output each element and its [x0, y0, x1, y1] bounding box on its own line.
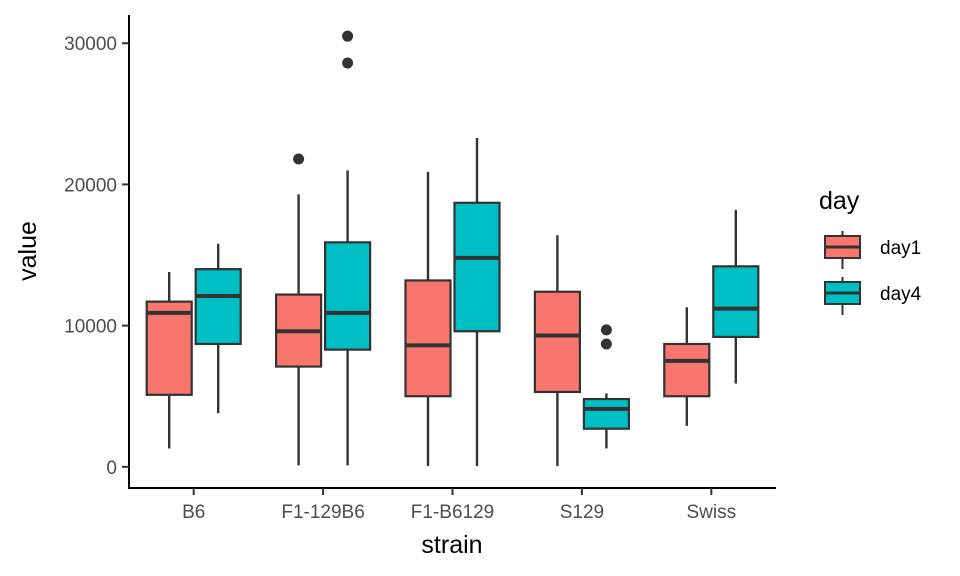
box-body: [145, 300, 193, 396]
x-tick-label: S129: [560, 502, 604, 523]
y-tick-label: 0: [106, 458, 117, 479]
legend: day day1 day4: [819, 187, 922, 315]
y-tick-label: 20000: [64, 175, 117, 196]
outlier-point: [600, 338, 612, 350]
x-tick-label: B6: [182, 502, 205, 523]
x-tick-label: F1-B6129: [411, 502, 494, 523]
x-tick-label: Swiss: [686, 502, 736, 523]
box-body: [712, 265, 760, 339]
y-tick-label: 30000: [64, 34, 117, 55]
box-body: [194, 268, 242, 346]
y-tick-label: 10000: [64, 317, 117, 338]
outlier-point: [600, 324, 612, 336]
plot-area: [145, 30, 760, 467]
axis-ticks: 0 10000 20000 30000 B6 F1-129B6 F1-B6129 S129 Sw…: [64, 34, 736, 523]
legend-key-day1: [824, 231, 861, 269]
x-axis-title: strain: [421, 531, 482, 559]
box-day1-F1-129B6: [275, 153, 323, 466]
legend-key-day4: [824, 277, 861, 315]
outlier-point: [342, 30, 354, 42]
y-axis-title: value: [14, 221, 42, 281]
box-day1-S129: [533, 235, 582, 467]
box-body: [582, 397, 631, 430]
legend-title: day: [819, 187, 860, 215]
box-body: [663, 342, 711, 398]
box-day4-F1-B6129: [453, 137, 501, 467]
box-day4-Swiss: [712, 209, 760, 384]
box-day1-B6: [145, 271, 193, 449]
box-day1-F1-B6129: [404, 171, 452, 467]
box-body: [453, 201, 501, 333]
outlier-point: [342, 57, 354, 69]
box-day4-B6: [194, 243, 242, 414]
outlier-point: [293, 153, 305, 165]
box-day4-S129: [582, 324, 631, 449]
x-tick-label: F1-129B6: [281, 502, 364, 523]
box-body: [404, 279, 452, 398]
legend-label-day1: day1: [880, 238, 921, 259]
box-body: [533, 290, 582, 394]
axes: [128, 15, 776, 489]
legend-label-day4: day4: [880, 284, 922, 305]
box-day4-F1-129B6: [324, 30, 372, 466]
box-body: [324, 241, 372, 351]
box-day1-Swiss: [663, 307, 711, 426]
